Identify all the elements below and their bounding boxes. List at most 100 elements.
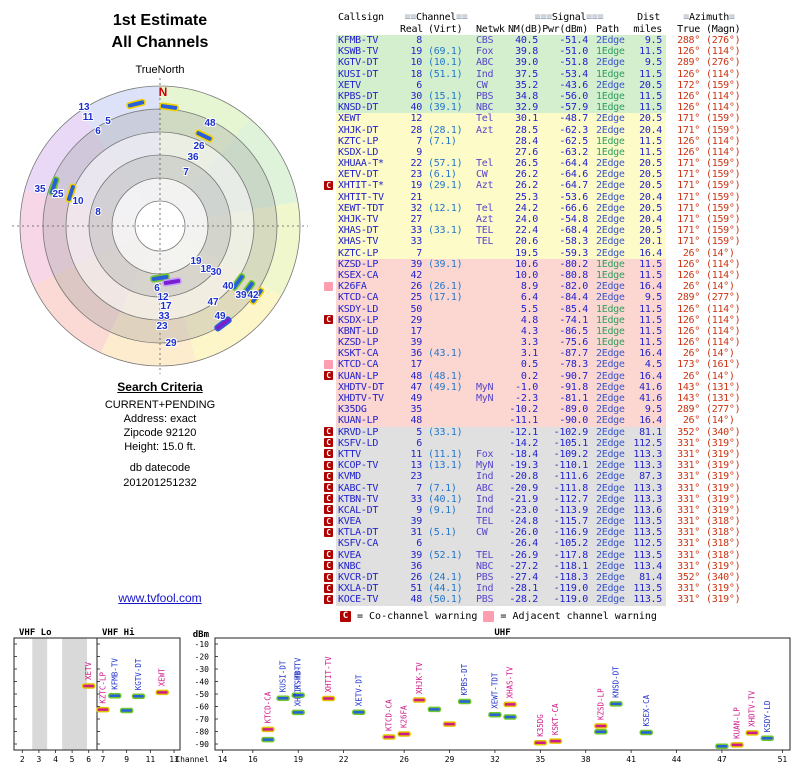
signal-marker	[442, 721, 457, 727]
channel-tick-label: 19	[293, 755, 303, 764]
miles-header: miles	[633, 23, 662, 35]
dbm-tick-label: -10	[195, 640, 210, 649]
netwk-header: Netwk	[476, 23, 505, 35]
table-row: C KTBN-TV 33 (40.1) Ind -21.9 -112.7 2Edge 113.3…	[324, 493, 752, 505]
signal-marker-label: KSEX-CA	[642, 694, 651, 726]
signal-marker	[155, 689, 169, 696]
signal-marker	[108, 693, 122, 699]
table-row: C KCAL-DT 9 (9.1) Ind -23.0 -113.9 2Edge 113.6 33…	[324, 504, 752, 517]
channel-number-label: 26	[193, 141, 205, 152]
co-channel-warning-icon: C	[324, 561, 333, 571]
co-channel-warning-icon: C	[324, 483, 333, 492]
channel-number-label: 19	[190, 256, 202, 267]
signal-marker	[276, 695, 290, 701]
station-direction-marker	[194, 129, 214, 143]
co-channel-warning-icon: C	[324, 471, 333, 481]
channel-number-label: 39	[235, 290, 247, 301]
signal-marker	[261, 726, 275, 733]
channel-tick-label: 9	[124, 755, 129, 764]
table-row: K26FA 26 (26.1) 8.9 -82.0 2Edge 16.4 26° (14°)	[324, 281, 752, 293]
channel-number-label: 48	[204, 118, 216, 129]
channel-axis-label: Channel	[175, 755, 209, 764]
channel-number-label: 33	[158, 311, 170, 322]
signal-marker	[548, 738, 563, 744]
channel-tick-label: 51	[778, 755, 788, 764]
dist-group-header: Dist	[637, 12, 660, 23]
signal-marker	[745, 730, 759, 736]
co-channel-warning-icon: C	[324, 315, 333, 325]
signal-marker-label: KTCD-CA	[385, 699, 394, 731]
channel-tick-label: 13	[169, 755, 179, 764]
table-header-groups: Callsign ≡≡Channel≡≡ ≡≡≡Signal≡≡≡ Dist ≡…	[324, 12, 752, 24]
co-channel-warning-icon: C	[324, 371, 333, 381]
channel-number-label: 47	[207, 297, 219, 308]
dbm-tick-label: -20	[195, 653, 210, 662]
channel-tick-label: 6	[86, 755, 91, 764]
search-criteria: CURRENT+PENDING Address: exact Zipcode 921…	[40, 398, 280, 454]
channel-tick-label: 47	[717, 755, 727, 764]
station-direction-marker	[65, 183, 77, 203]
table-row: KZSD-LP 39 (39.1) 10.6 -80.2 1Edge 11.5 126° (11…	[336, 258, 741, 271]
channel-number-label: 25	[52, 189, 64, 200]
station-direction-marker	[48, 176, 60, 196]
table-row: KZTC-LP 7 (7.1) 28.4 -62.5 1Edge 11.5 126° (114°…	[336, 135, 741, 147]
channel-number-label: 40	[222, 281, 234, 292]
signal-marker	[609, 701, 623, 707]
north-indicator: N	[159, 85, 168, 99]
signal-marker-label: XHTIT-TV	[324, 656, 333, 693]
table-row: XETV-DT 23 (6.1) CW 26.2 -64.6 2Edge 20.5 171° (1…	[336, 169, 741, 181]
channel-tick-label: 16	[248, 755, 258, 764]
station-direction-marker	[249, 287, 265, 305]
channel-number-label: 35	[34, 184, 46, 195]
signal-strength-charts: dBm-10 -20 -30 -40 -50 -60 -70 -80 -90 Channel VHF…	[13, 627, 791, 764]
signal-marker	[457, 698, 472, 705]
signal-marker	[730, 742, 744, 748]
table-row: C KTTV 11 (11.1) Fox -18.4 -109.2 2Edge 113.3 331…	[324, 448, 752, 461]
dbm-tick-label: -90	[195, 740, 210, 749]
station-direction-marker	[240, 280, 256, 298]
table-row: C KSFV-LD 6 -14.2 -105.1 2Edge 112.5 331° (319°)	[324, 437, 752, 450]
co-channel-warning-icon: C	[324, 572, 333, 582]
station-direction-marker	[230, 273, 246, 291]
table-row: C KTLA-DT 31 (5.1) CW -26.0 -116.9 2Edge 113.5 33…	[324, 527, 752, 539]
channel-number-label: 18	[200, 264, 212, 275]
dbm-tick-label: -60	[195, 703, 210, 712]
channel-number-label: 6	[95, 126, 101, 137]
page-title-line2: All Channels	[111, 34, 209, 51]
table-row: KGTV-DT 10 (10.1) ABC 39.0 -51.8 2Edge 9.5 289°(…	[336, 57, 741, 69]
signal-marker	[594, 723, 608, 729]
channel-group-header: ≡≡Channel≡≡	[404, 12, 468, 23]
dbm-tick-label: -30	[195, 665, 210, 674]
channel-tick-label: 29	[445, 755, 455, 764]
channel-tick-label: 14	[218, 755, 228, 764]
channel-table: Callsign ≡≡Channel≡≡ ≡≡≡Signal≡≡≡ Dist ≡…	[324, 12, 752, 606]
tvfool-link[interactable]: www.tvfool.com	[118, 591, 202, 605]
co-channel-warning-icon: C	[324, 460, 333, 470]
signal-marker	[131, 693, 146, 699]
table-row: C KUAN-LP 48 (48.1) 0.2 -90.7 2Edge 16.4 26° (14°…	[324, 370, 752, 382]
channel-number-label: 13	[78, 102, 90, 113]
channel-tick-label: 22	[339, 755, 349, 764]
table-row: KSWB-TV 19 (69.1) Fox 39.8 -51.0 1Edge 11.5 126°…	[336, 46, 741, 58]
signal-marker-label: XHJK-TV	[415, 662, 424, 694]
signal-marker-label: KUSI-DT	[279, 660, 288, 692]
station-direction-marker	[162, 277, 182, 287]
search-criteria-line: Height: 15.0 ft.	[124, 441, 196, 453]
co-channel-warning-icon: C	[324, 180, 333, 190]
station-direction-marker	[214, 316, 232, 332]
vacant-channel-band	[32, 638, 48, 750]
signal-group-header: ≡≡≡Signal≡≡≡	[534, 12, 604, 23]
adjacent-channel-legend-text: = Adjacent channel warning	[500, 611, 657, 622]
signal-marker-label: KZTC-LP	[98, 672, 107, 704]
table-body: KFMB-TV 8 CBS 40.5 -51.4 2Edge 9.5 288° (276°) KS…	[324, 35, 752, 606]
table-row: KTCD-CA 17 0.5 -78.3 2Edge 4.5 173° (161°)	[324, 359, 752, 371]
table-row: C KVEA 39 TEL -24.8 -115.7 2Edge 113.5 331° (318°…	[324, 516, 752, 528]
signal-marker	[352, 709, 366, 715]
signal-marker	[96, 706, 110, 713]
channel-number-label: 11	[83, 112, 94, 123]
co-channel-warning-icon: C	[324, 516, 333, 526]
channel-tick-label: 11	[146, 755, 156, 764]
signal-marker	[291, 692, 305, 698]
